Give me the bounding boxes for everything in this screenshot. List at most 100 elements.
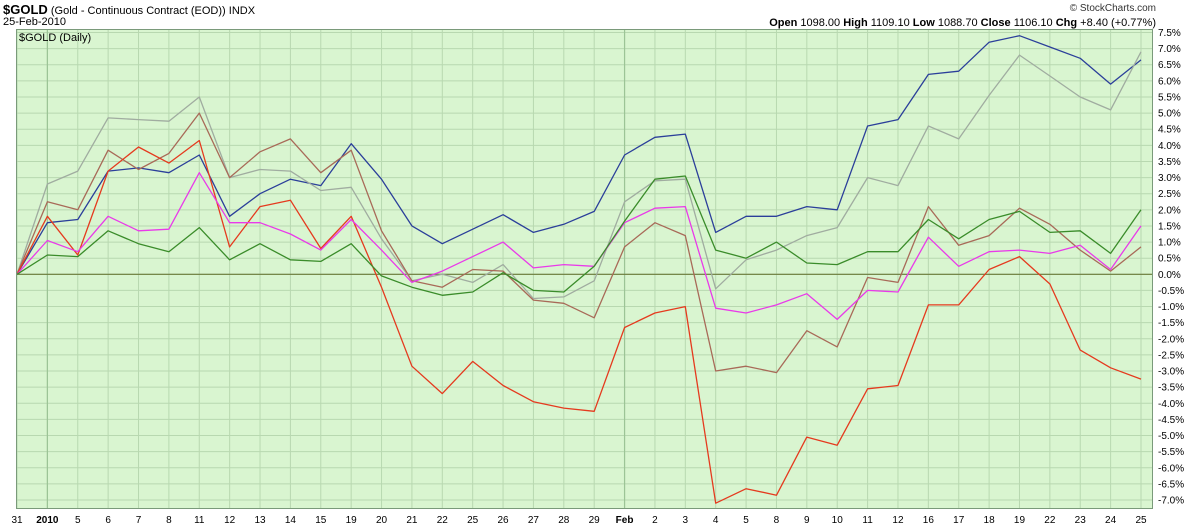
- x-tick-label: 15: [315, 515, 327, 526]
- x-tick-label: 9: [804, 515, 810, 526]
- y-tick-label: -1.0%: [1158, 302, 1184, 313]
- y-tick-label: -4.5%: [1158, 415, 1184, 426]
- y-tick-label: -4.0%: [1158, 399, 1184, 410]
- y-tick-label: 3.5%: [1158, 157, 1181, 168]
- plot-area: [16, 29, 1153, 509]
- x-tick-label: 19: [1014, 515, 1026, 526]
- series-line-1: [16, 35, 1142, 275]
- close-label: Close: [980, 17, 1011, 29]
- y-tick-label: 4.0%: [1158, 141, 1181, 152]
- series-line-4: [16, 139, 1142, 504]
- x-tick-label: 3: [683, 515, 689, 526]
- series-line-2: [16, 51, 1142, 300]
- x-tick-label: 10: [832, 515, 844, 526]
- y-tick-label: -5.5%: [1158, 447, 1184, 458]
- chg-label: Chg: [1055, 17, 1078, 29]
- low-value: 1088.70: [937, 17, 978, 29]
- y-tick-label: 2.5%: [1158, 189, 1181, 200]
- x-tick-label: 8: [774, 515, 780, 526]
- x-tick-label: 5: [743, 515, 749, 526]
- series-lines: [16, 35, 1142, 504]
- period-markers: [46, 29, 626, 509]
- x-tick-label: 5: [75, 515, 81, 526]
- chart-date: 25-Feb-2010: [3, 16, 66, 28]
- x-tick-label: 11: [862, 515, 873, 526]
- y-tick-label: -6.5%: [1158, 479, 1184, 490]
- x-tick-label: 31: [11, 515, 23, 526]
- x-tick-label: 11: [194, 515, 205, 526]
- y-tick-label: 0.0%: [1158, 270, 1181, 281]
- x-tick-label: 25: [467, 515, 479, 526]
- x-tick-label: 22: [437, 515, 449, 526]
- y-tick-label: -6.0%: [1158, 463, 1184, 474]
- chart-header-title: $GOLD (Gold - Continuous Contract (EOD))…: [3, 2, 255, 17]
- x-tick-label: 26: [497, 515, 509, 526]
- y-axis-labels: 7.5% 7.0% 6.5% 6.0% 5.5% 5.0% 4.5% 4.0% 3.5% 3.0%…: [1158, 28, 1184, 507]
- ohlc-readout: Open 1098.00 High 1109.10 Low 1088.70 Cl…: [769, 17, 1156, 29]
- y-tick-label: 5.0%: [1158, 109, 1181, 120]
- y-tick-label: -3.0%: [1158, 367, 1184, 378]
- y-tick-label: 6.5%: [1158, 60, 1181, 71]
- x-tick-label: 12: [892, 515, 904, 526]
- x-tick-label: 7: [136, 515, 142, 526]
- exchange-label: INDX: [228, 5, 256, 17]
- high-label: High: [843, 17, 868, 29]
- x-tick-label: 27: [528, 515, 540, 526]
- x-tick-label: 14: [285, 515, 297, 526]
- x-tick-label: 24: [1105, 515, 1117, 526]
- x-tick-label: 8: [166, 515, 172, 526]
- y-tick-label: 4.5%: [1158, 125, 1181, 136]
- x-tick-label: 16: [923, 515, 935, 526]
- y-tick-label: -2.5%: [1158, 350, 1184, 361]
- x-tick-label: 22: [1044, 515, 1056, 526]
- series-line-6: [16, 175, 1142, 296]
- open-value: 1098.00: [800, 17, 841, 29]
- y-tick-label: 7.0%: [1158, 44, 1181, 55]
- x-tick-label: 6: [105, 515, 111, 526]
- y-tick-label: 3.0%: [1158, 173, 1181, 184]
- close-value: 1106.10: [1013, 17, 1053, 29]
- y-tick-label: 1.5%: [1158, 221, 1181, 232]
- x-tick-label: 2010: [36, 515, 59, 526]
- y-tick-label: -0.5%: [1158, 286, 1184, 297]
- x-tick-label: 29: [589, 515, 601, 526]
- x-axis-labels: 31 2010 5 6 7 8 11 12 13 14 15 19 20 21 22 25 26 27 28 29 Fe…: [11, 515, 1147, 526]
- x-tick-label: 21: [406, 515, 418, 526]
- y-tick-label: -1.5%: [1158, 318, 1184, 329]
- x-tick-label: 25: [1135, 515, 1147, 526]
- y-tick-label: 6.0%: [1158, 76, 1181, 87]
- x-tick-label: 13: [254, 515, 266, 526]
- y-tick-label: -2.0%: [1158, 334, 1184, 345]
- chg-value: +8.40 (+0.77%): [1080, 17, 1156, 29]
- plot-border: [16, 29, 1153, 509]
- y-tick-label: 5.5%: [1158, 92, 1181, 103]
- open-label: Open: [769, 17, 798, 29]
- series-line-5: [16, 172, 1142, 321]
- y-tick-label: 1.0%: [1158, 238, 1181, 249]
- x-tick-label: 28: [558, 515, 570, 526]
- chart-title: $GOLD (Daily): [19, 32, 91, 44]
- brand-label: © StockCharts.com: [1069, 3, 1156, 14]
- symbol-description: (Gold - Continuous Contract (EOD)): [50, 5, 226, 17]
- x-tick-label: Feb: [616, 515, 634, 526]
- symbol-label: $GOLD: [3, 2, 48, 17]
- x-tick-label: 20: [376, 515, 388, 526]
- low-label: Low: [912, 17, 935, 29]
- x-tick-label: 19: [346, 515, 358, 526]
- x-tick-label: 12: [224, 515, 236, 526]
- x-tick-label: 2: [652, 515, 658, 526]
- y-tick-label: -3.5%: [1158, 383, 1184, 394]
- y-tick-label: -7.0%: [1158, 496, 1184, 507]
- high-value: 1109.10: [870, 17, 910, 29]
- y-tick-label: -5.0%: [1158, 431, 1184, 442]
- series-line-3: [16, 112, 1142, 374]
- y-tick-label: 7.5%: [1158, 28, 1181, 39]
- x-tick-label: 23: [1075, 515, 1087, 526]
- y-tick-label: 0.5%: [1158, 254, 1181, 265]
- x-tick-label: 4: [713, 515, 719, 526]
- x-tick-label: 17: [953, 515, 965, 526]
- x-tick-label: 18: [984, 515, 996, 526]
- y-tick-label: 2.0%: [1158, 205, 1181, 216]
